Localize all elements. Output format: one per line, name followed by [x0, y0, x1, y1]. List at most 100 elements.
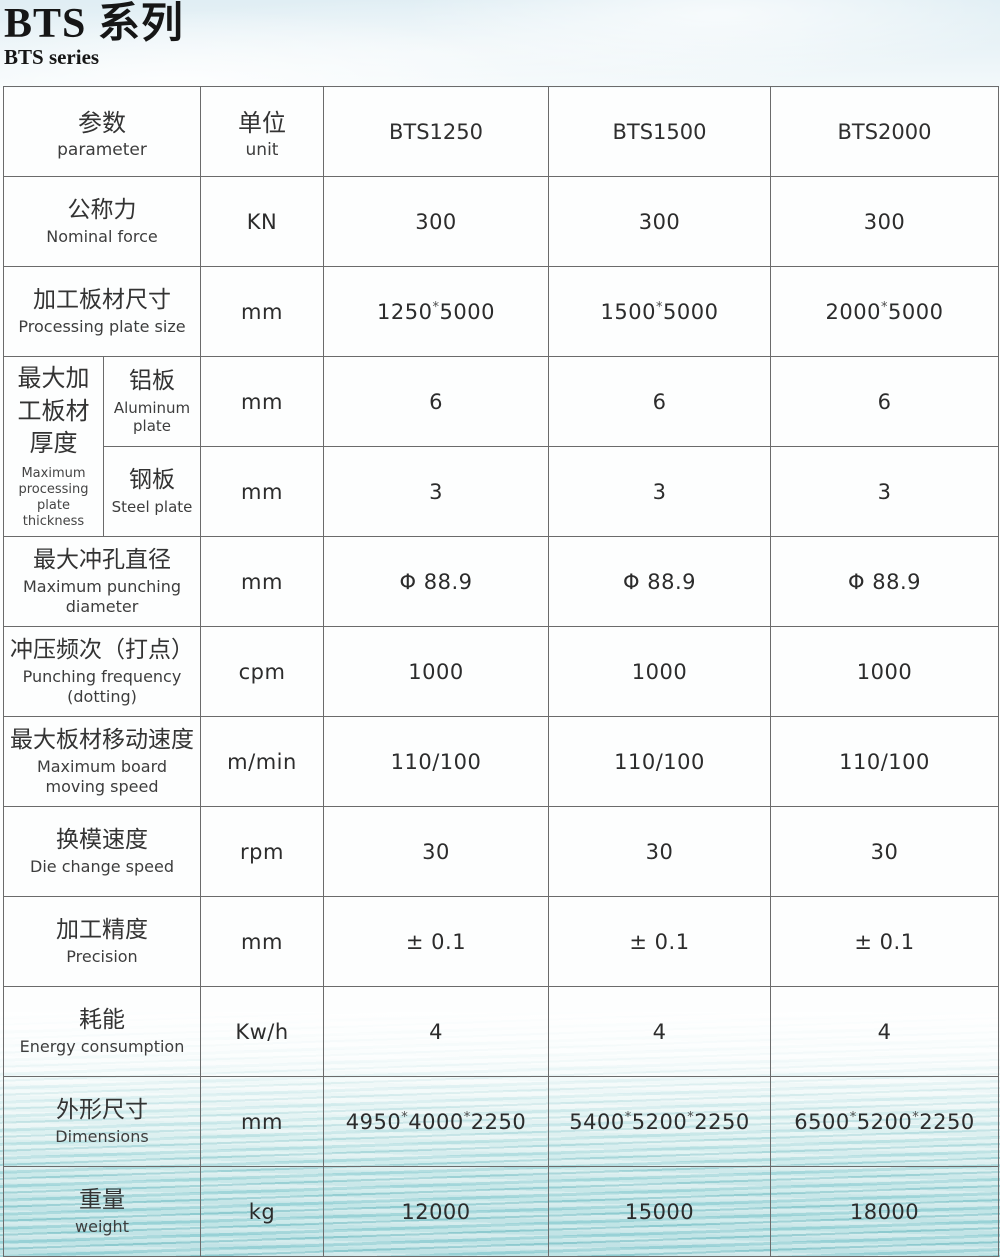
table-row-thickness-steel: 钢板 Steel plate mm 3 3 3 — [4, 446, 999, 537]
param-cell: 加工板材尺寸 Processing plate size — [3, 266, 201, 357]
header-parameter-cell: 参数 parameter — [3, 86, 201, 177]
unit-cell: mm — [200, 1076, 324, 1167]
unit-cell: rpm — [200, 806, 324, 897]
table-row-die-change-speed: 换模速度 Die change speed rpm 30 30 30 — [3, 806, 999, 897]
header-unit-zh: 单位 — [238, 109, 286, 137]
value-cell: ± 0.1 — [770, 896, 999, 987]
table-row-dimensions: 外形尺寸 Dimensions mm 4950*4000*2250 5400*5… — [3, 1076, 999, 1167]
value-cell: 1500*5000 — [548, 266, 771, 357]
param-cell: 耗能 Energy consumption — [3, 986, 201, 1077]
value-cell: 300 — [323, 176, 549, 267]
value-cell: 110/100 — [548, 716, 771, 807]
value-cell: 6 — [548, 356, 771, 447]
value-cell: 110/100 — [323, 716, 549, 807]
subparam-zh: 铝板 — [129, 367, 175, 394]
param-zh: 最大板材移动速度 — [10, 726, 194, 753]
param-cell: 最大板材移动速度 Maximum board moving speed — [3, 716, 201, 807]
unit-cell: mm — [200, 536, 324, 627]
value-cell: 6 — [323, 356, 549, 447]
value-cell: 18000 — [770, 1166, 999, 1257]
value-cell: 110/100 — [770, 716, 999, 807]
header-parameter-zh: 参数 — [78, 109, 126, 137]
table-row-punching-frequency: 冲压频次（打点） Punching frequency (dotting) cp… — [3, 626, 999, 717]
value-cell: 1000 — [770, 626, 999, 717]
unit-cell: mm — [200, 266, 324, 357]
param-en: weight — [75, 1217, 129, 1237]
param-en: Maximum processing plate thickness — [18, 465, 89, 530]
value-cell: 3 — [323, 446, 549, 537]
subparam-en: Aluminum plate — [113, 398, 191, 436]
value-cell: 12000 — [323, 1166, 549, 1257]
param-zh: 公称力 — [67, 196, 137, 223]
unit-cell: m/min — [200, 716, 324, 807]
table-row-thickness-aluminum: 最大加工板材厚度 Maximum processing plate thickn… — [3, 356, 999, 537]
title-block: BTS 系列 BTS series — [4, 2, 184, 69]
header-unit-en: unit — [245, 140, 279, 160]
value-cell: 1250*5000 — [323, 266, 549, 357]
table-row-weight: 重量 weight kg 12000 15000 18000 — [3, 1166, 999, 1257]
sky-background — [0, 0, 1000, 88]
unit-cell: kg — [200, 1166, 324, 1257]
param-cell: 加工精度 Precision — [3, 896, 201, 987]
value-cell: ± 0.1 — [548, 896, 771, 987]
value-cell: 4 — [548, 986, 771, 1077]
value-cell: 3 — [548, 446, 771, 537]
value-cell: 3 — [770, 446, 999, 537]
header-model-bts1500: BTS1500 — [548, 86, 771, 177]
param-en: Energy consumption — [19, 1037, 185, 1057]
param-cell: 公称力 Nominal force — [3, 176, 201, 267]
param-cell: 最大冲孔直径 Maximum punching diameter — [3, 536, 201, 627]
value-cell: 30 — [548, 806, 771, 897]
value-cell: 30 — [770, 806, 999, 897]
unit-cell: KN — [200, 176, 324, 267]
table-header-row: 参数 parameter 单位 unit BTS1250 BTS1500 BTS… — [3, 86, 999, 177]
value-cell: 300 — [548, 176, 771, 267]
value-cell: 6500*5200*2250 — [770, 1076, 999, 1167]
param-en: Maximum board moving speed — [36, 757, 168, 797]
value-cell: 1000 — [323, 626, 549, 717]
header-model-bts2000: BTS2000 — [770, 86, 999, 177]
param-zh: 冲压频次（打点） — [10, 636, 194, 663]
header-unit-cell: 单位 unit — [200, 86, 324, 177]
param-zh: 换模速度 — [56, 826, 148, 853]
param-en: Precision — [66, 947, 138, 967]
param-cell: 冲压频次（打点） Punching frequency (dotting) — [3, 626, 201, 717]
param-en: Maximum punching diameter — [22, 577, 182, 617]
value-cell: 300 — [770, 176, 999, 267]
param-en: Punching frequency (dotting) — [22, 667, 182, 707]
page-subtitle: BTS series — [4, 45, 100, 70]
param-zh: 耗能 — [79, 1006, 125, 1033]
value-cell: 6 — [770, 356, 999, 447]
value-cell: Φ 88.9 — [548, 536, 771, 627]
param-zh: 重量 — [79, 1186, 125, 1213]
value-cell: 2000*5000 — [770, 266, 999, 357]
param-zh: 外形尺寸 — [56, 1096, 148, 1123]
table-row-plate-size: 加工板材尺寸 Processing plate size mm 1250*500… — [3, 266, 999, 357]
param-cell: 换模速度 Die change speed — [3, 806, 201, 897]
unit-cell: mm — [200, 896, 324, 987]
value-cell: ± 0.1 — [323, 896, 549, 987]
subparam-en: Steel plate — [111, 498, 193, 517]
param-en: Dimensions — [55, 1127, 149, 1147]
param-zh: 加工板材尺寸 — [33, 286, 171, 313]
param-en: Processing plate size — [18, 317, 186, 337]
table-row-nominal-force: 公称力 Nominal force KN 300 300 300 — [3, 176, 999, 267]
value-cell: 4950*4000*2250 — [323, 1076, 549, 1167]
table-row-precision: 加工精度 Precision mm ± 0.1 ± 0.1 ± 0.1 — [3, 896, 999, 987]
param-zh: 最大冲孔直径 — [33, 546, 171, 573]
value-cell: 5400*5200*2250 — [548, 1076, 771, 1167]
unit-cell: mm — [200, 356, 324, 447]
value-cell: 30 — [323, 806, 549, 897]
param-cell-thickness-group: 最大加工板材厚度 Maximum processing plate thickn… — [3, 356, 104, 537]
param-en: Die change speed — [30, 857, 174, 877]
value-cell: 15000 — [548, 1166, 771, 1257]
header-model-bts1250: BTS1250 — [323, 86, 549, 177]
param-zh: 最大加工板材厚度 — [17, 364, 90, 458]
param-cell: 外形尺寸 Dimensions — [3, 1076, 201, 1167]
unit-cell: cpm — [200, 626, 324, 717]
unit-cell: Kw/h — [200, 986, 324, 1077]
value-cell: 4 — [770, 986, 999, 1077]
value-cell: Φ 88.9 — [770, 536, 999, 627]
spec-table: 参数 parameter 单位 unit BTS1250 BTS1500 BTS… — [3, 86, 999, 1257]
